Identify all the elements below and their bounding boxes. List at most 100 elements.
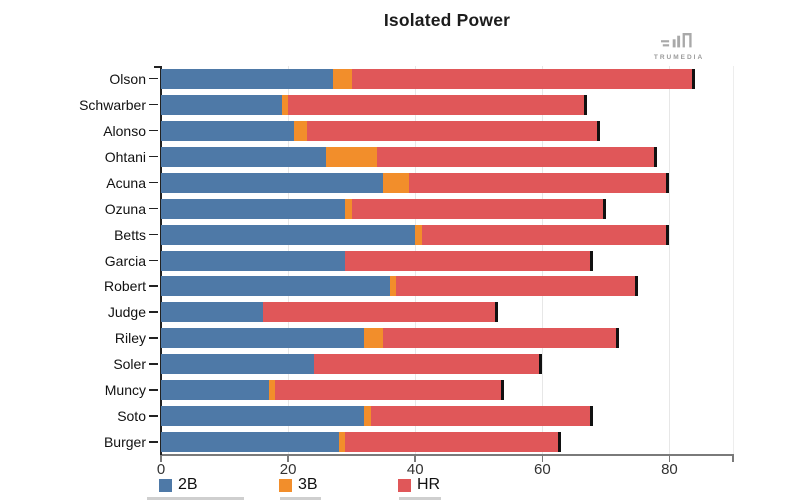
y-tick-ohtani (149, 155, 158, 158)
segment-2b-olson (161, 68, 333, 89)
bar-endcap (653, 146, 657, 167)
segment-2b-ohtani (161, 146, 327, 167)
x-tick-label-0: 0 (156, 461, 166, 478)
y-tick-betts (149, 233, 158, 236)
x-tick-label-40: 40 (406, 461, 424, 478)
bar-endcap (596, 120, 600, 141)
segment-3b-soto (364, 406, 371, 427)
bar-burger (161, 432, 562, 453)
y-tick-riley (149, 337, 158, 339)
segment-hr-burger (345, 432, 562, 453)
bar-riley (161, 328, 619, 349)
legend-item-hr: HR (398, 476, 440, 494)
trumedia-bars-icon (661, 33, 692, 48)
segment-hr-garcia (345, 250, 594, 271)
y-label-burger: Burger (103, 434, 146, 451)
segment-3b-ohtani (326, 146, 378, 167)
bar-garcia (161, 250, 594, 271)
segment-3b-riley (364, 328, 384, 349)
y-tick-garcia (149, 259, 158, 261)
y-label-schwarber: Schwarber (79, 96, 146, 113)
segment-2b-betts (161, 224, 416, 245)
y-tick-judge (149, 311, 158, 313)
y-tick-acuna (149, 181, 158, 184)
segment-hr-soler (313, 354, 543, 375)
segment-hr-olson (351, 68, 695, 89)
bar-judge (161, 302, 498, 323)
segment-hr-muncy (275, 380, 505, 401)
bar-ozuna (161, 198, 606, 219)
bar-endcap (666, 224, 670, 245)
bar-endcap (590, 250, 594, 271)
segment-2b-acuna (161, 172, 384, 193)
bar-endcap (558, 432, 562, 453)
segment-3b-muncy (269, 380, 276, 401)
bar-ohtani (161, 146, 657, 167)
segment-hr-judge (262, 302, 498, 323)
legend-item-2b: 2B (159, 476, 198, 494)
segment-3b-alonso (294, 120, 308, 141)
bar-robert (161, 276, 638, 297)
x-tick-label-20: 20 (279, 461, 297, 478)
y-label-judge: Judge (107, 304, 146, 321)
x-tick-end (732, 456, 734, 462)
segment-3b-robert (389, 276, 397, 297)
segment-3b-schwarber (281, 94, 289, 115)
segment-2b-soto (161, 406, 365, 427)
bar-endcap (539, 354, 543, 375)
bar-endcap (494, 302, 498, 323)
y-tick-burger (149, 441, 158, 443)
bar-endcap (634, 276, 638, 297)
segment-3b-betts (415, 224, 422, 245)
y-label-robert: Robert (103, 278, 146, 295)
segment-3b-burger (338, 432, 346, 453)
segment-hr-betts (421, 224, 670, 245)
bar-endcap (590, 406, 594, 427)
y-label-soto: Soto (117, 408, 146, 425)
gridline-right-edge (732, 66, 734, 455)
bar-betts (161, 224, 670, 245)
segment-3b-ozuna (345, 198, 352, 219)
bar-soler (161, 354, 543, 375)
segment-2b-schwarber (161, 94, 282, 115)
trumedia-logo-text: TRUMEDIA (653, 54, 705, 61)
segment-3b-olson (332, 68, 352, 89)
x-tick-80 (668, 456, 671, 462)
bar-endcap (666, 172, 670, 193)
y-tick-ozuna (149, 207, 158, 210)
y-label-riley: Riley (114, 330, 146, 347)
y-label-soler: Soler (113, 356, 146, 373)
y-axis-line (160, 66, 162, 455)
y-label-olson: Olson (109, 70, 146, 87)
segment-hr-riley (383, 328, 619, 349)
legend-swatch-2b (159, 478, 172, 492)
x-tick-40 (414, 456, 416, 462)
bar-alonso (161, 120, 600, 141)
bar-endcap (691, 68, 695, 89)
segment-hr-alonso (307, 120, 600, 141)
legend-swatch-3b (279, 478, 292, 492)
y-label-betts: Betts (114, 226, 146, 243)
bar-endcap (615, 328, 619, 349)
segment-2b-garcia (161, 250, 346, 271)
gridline-x-80 (668, 66, 670, 455)
bar-acuna (161, 172, 670, 193)
segment-3b-acuna (383, 172, 409, 193)
segment-hr-schwarber (288, 94, 587, 115)
y-label-garcia: Garcia (104, 252, 146, 269)
legend-swatch-hr (398, 478, 411, 492)
y-tick-olson (149, 77, 158, 80)
plot-area (161, 66, 734, 455)
x-tick-60 (541, 456, 544, 462)
chart-title: Isolated Power (383, 10, 511, 30)
legend-item-3b: 3B (279, 476, 318, 494)
legend-label-3b: 3B (298, 476, 318, 493)
segment-hr-soto (370, 406, 594, 427)
x-axis-line (160, 454, 734, 456)
segment-2b-alonso (161, 120, 295, 141)
bar-schwarber (161, 94, 587, 115)
y-tick-soto (149, 415, 158, 417)
bar-muncy (161, 380, 505, 401)
segment-2b-judge (161, 302, 263, 323)
